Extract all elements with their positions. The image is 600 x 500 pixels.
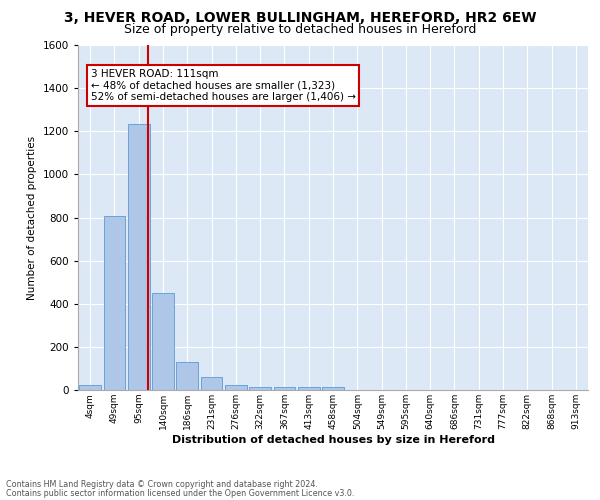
Text: Contains public sector information licensed under the Open Government Licence v3: Contains public sector information licen… bbox=[6, 488, 355, 498]
Bar bbox=[249, 387, 271, 390]
Bar bbox=[298, 387, 320, 390]
Bar bbox=[274, 387, 295, 390]
Bar bbox=[176, 362, 198, 390]
X-axis label: Distribution of detached houses by size in Hereford: Distribution of detached houses by size … bbox=[172, 434, 494, 444]
Bar bbox=[225, 384, 247, 390]
Bar bbox=[128, 124, 149, 390]
Bar bbox=[152, 293, 174, 390]
Bar bbox=[104, 216, 125, 390]
Bar bbox=[79, 384, 101, 390]
Text: 3, HEVER ROAD, LOWER BULLINGHAM, HEREFORD, HR2 6EW: 3, HEVER ROAD, LOWER BULLINGHAM, HEREFOR… bbox=[64, 11, 536, 25]
Bar bbox=[200, 377, 223, 390]
Text: 3 HEVER ROAD: 111sqm
← 48% of detached houses are smaller (1,323)
52% of semi-de: 3 HEVER ROAD: 111sqm ← 48% of detached h… bbox=[91, 68, 356, 102]
Bar bbox=[322, 387, 344, 390]
Text: Size of property relative to detached houses in Hereford: Size of property relative to detached ho… bbox=[124, 22, 476, 36]
Text: Contains HM Land Registry data © Crown copyright and database right 2024.: Contains HM Land Registry data © Crown c… bbox=[6, 480, 318, 489]
Y-axis label: Number of detached properties: Number of detached properties bbox=[27, 136, 37, 300]
